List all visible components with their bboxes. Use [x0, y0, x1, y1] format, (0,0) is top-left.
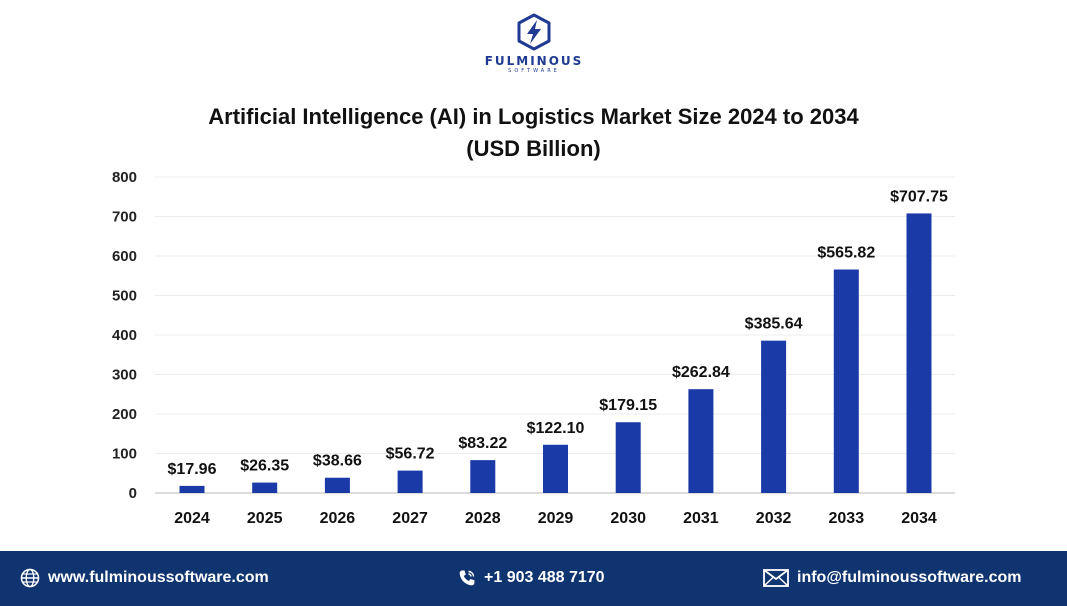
bar-2025 [252, 482, 278, 493]
phone-text: +1 903 488 7170 [484, 569, 605, 586]
bar-2031 [688, 389, 714, 493]
mail-icon [763, 569, 789, 587]
bar-2032 [761, 340, 787, 493]
bar-2034 [906, 213, 932, 493]
y-tick-label: 300 [112, 367, 137, 384]
phone-icon [459, 570, 475, 586]
x-tick-label: 2034 [901, 510, 937, 527]
bar-chart: 0 100 200 300 400 500 600 700 800 $17.96 $26.35 $3… [112, 169, 955, 527]
x-tick-label: 2026 [320, 510, 356, 527]
x-tick-label: 2030 [610, 510, 646, 527]
website-text: www.fulminoussoftware.com [48, 569, 269, 586]
data-label: $179.15 [599, 397, 657, 414]
bar-2028 [470, 460, 496, 493]
data-label: $38.66 [313, 453, 362, 470]
y-tick-label: 700 [112, 209, 137, 226]
chart-subtitle: (USD Billion) [466, 136, 601, 161]
x-tick-label: 2028 [465, 510, 501, 527]
footer-email[interactable]: info@fulminoussoftware.com [763, 566, 1022, 590]
x-tick-label: 2029 [538, 510, 574, 527]
y-tick-label: 100 [112, 446, 137, 463]
bar-2027 [397, 470, 423, 493]
x-tick-label: 2025 [247, 510, 283, 527]
bar-2033 [833, 269, 859, 493]
bar-2030 [615, 422, 641, 493]
data-label: $385.64 [745, 316, 803, 333]
data-label: $83.22 [458, 435, 507, 452]
brand-name: FULMINOUS [484, 54, 584, 68]
data-label: $56.72 [386, 446, 435, 463]
x-tick-label: 2032 [756, 510, 792, 527]
bar-2024 [179, 485, 205, 493]
footer-website[interactable]: www.fulminoussoftware.com [20, 566, 269, 590]
y-tick-label: 0 [129, 485, 137, 502]
footer-phone[interactable]: +1 903 488 7170 [458, 566, 605, 590]
bar-2026 [324, 477, 350, 493]
brand-logo: FULMINOUS SOFTWARE [472, 12, 596, 88]
globe-icon [20, 568, 40, 588]
x-tick-label: 2024 [174, 510, 210, 527]
x-tick-label: 2033 [829, 510, 865, 527]
y-tick-label: 400 [112, 327, 137, 344]
x-tick-label: 2031 [683, 510, 719, 527]
x-tick-label: 2027 [392, 510, 428, 527]
chart-title: Artificial Intelligence (AI) in Logistic… [208, 104, 859, 129]
data-label: $565.82 [817, 245, 875, 262]
data-label: $262.84 [672, 364, 730, 381]
y-tick-label: 800 [112, 169, 137, 186]
y-tick-label: 200 [112, 406, 137, 423]
footer-bar: www.fulminoussoftware.com +1 903 488 717… [0, 551, 1067, 606]
data-label: $707.75 [890, 188, 948, 205]
brand-tagline: SOFTWARE [508, 68, 560, 74]
data-label: $26.35 [240, 458, 289, 475]
data-label: $17.96 [168, 461, 217, 478]
bar-2029 [543, 444, 568, 493]
lightning-logo-icon [517, 13, 551, 51]
email-text: info@fulminoussoftware.com [797, 569, 1022, 586]
y-tick-label: 500 [112, 288, 137, 305]
y-tick-label: 600 [112, 248, 137, 265]
data-label: $122.10 [527, 420, 585, 437]
